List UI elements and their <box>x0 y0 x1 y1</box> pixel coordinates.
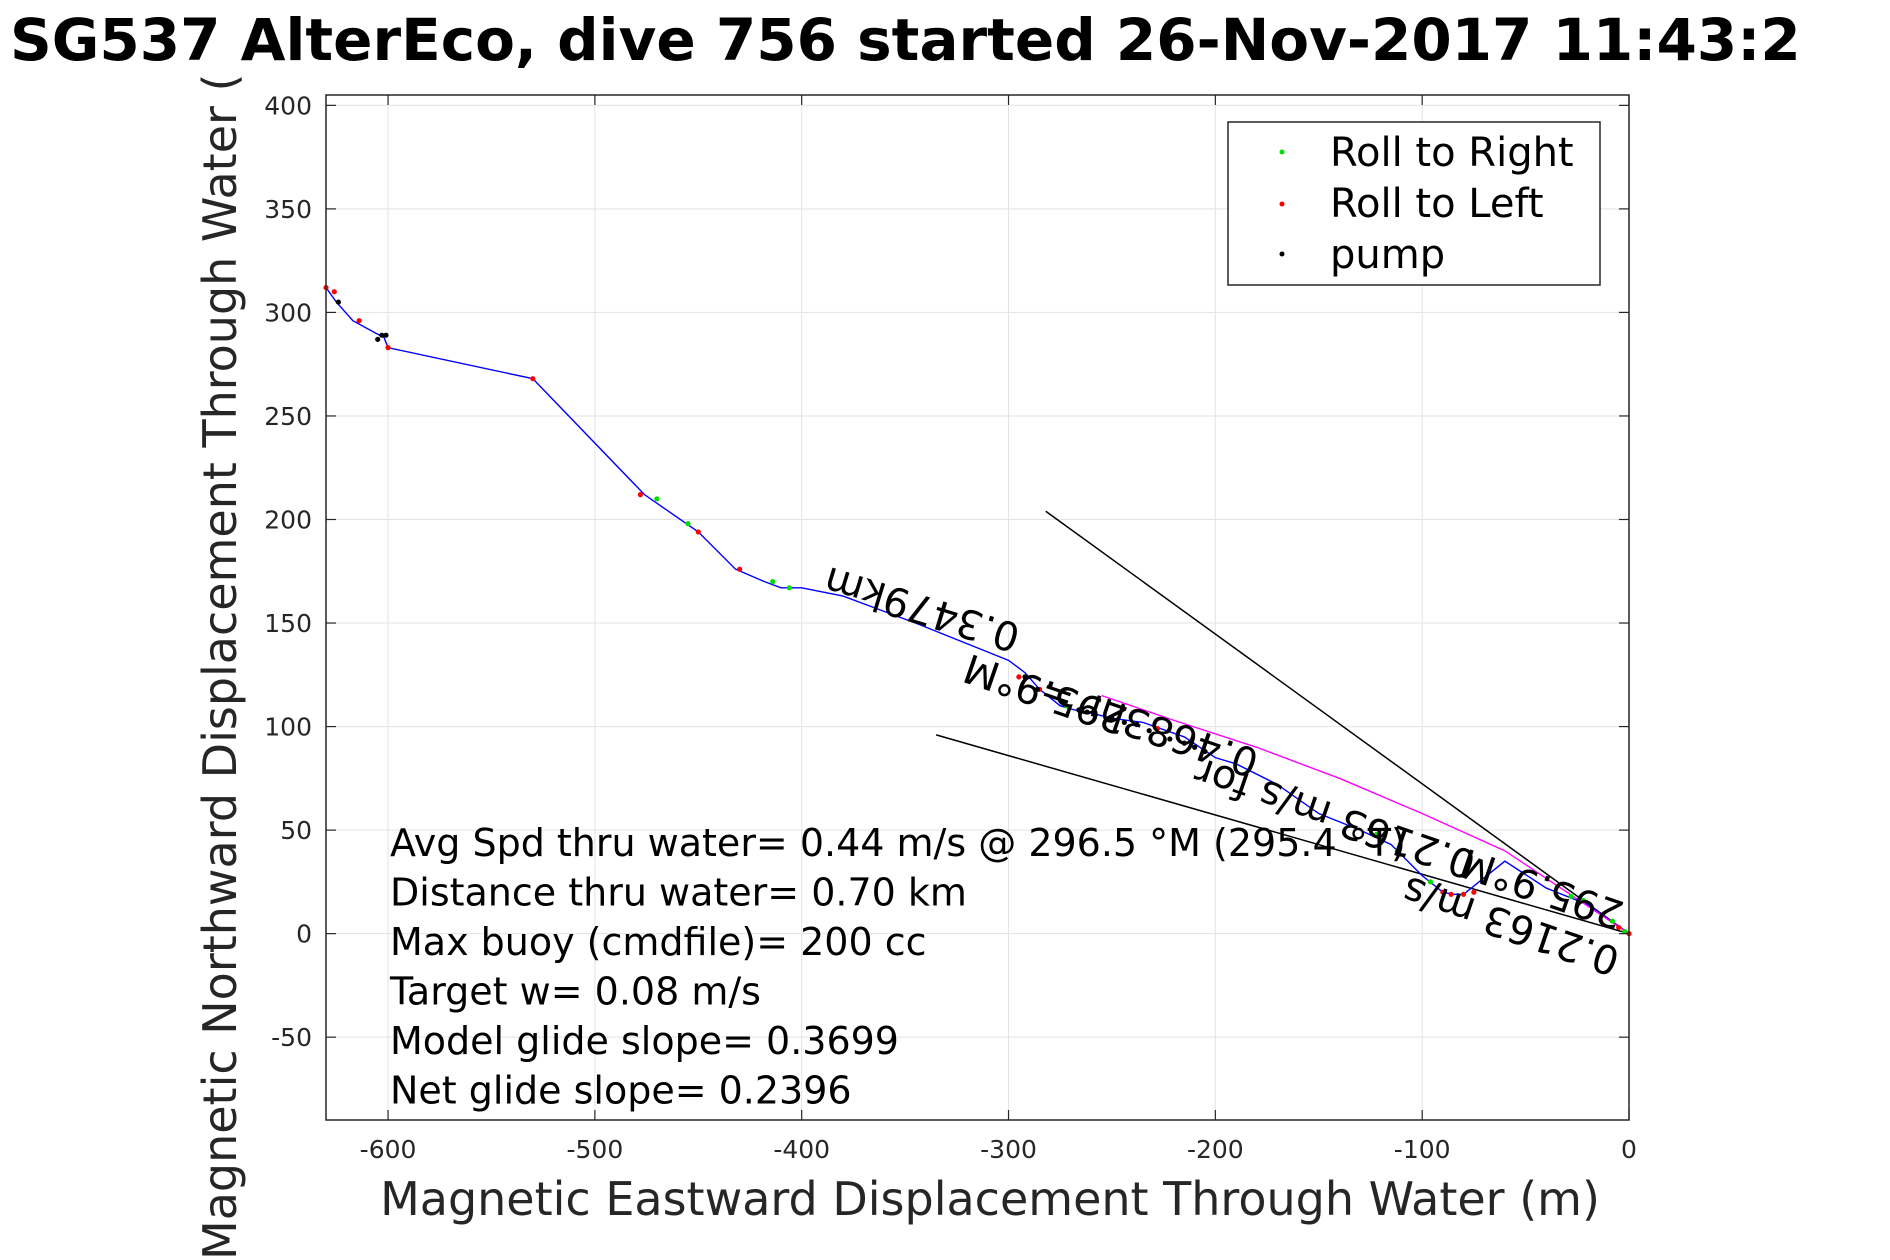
roll-left-marker <box>1440 889 1446 895</box>
legend-marker-roll-right <box>1279 149 1285 155</box>
pump-marker <box>383 332 389 338</box>
pump-marker <box>1167 736 1173 742</box>
roll-right-marker <box>1374 831 1380 837</box>
pump-marker <box>1192 744 1198 750</box>
stats-annotation-line: Distance thru water= 0.70 km <box>390 871 967 915</box>
y-tick-label: 350 <box>264 195 312 224</box>
pump-marker <box>1022 674 1028 680</box>
vector-label: 0.2163 m/s for <box>1188 748 1481 887</box>
roll-left-marker <box>1616 924 1622 931</box>
pump-marker <box>1181 740 1187 746</box>
roll-left-marker <box>1471 889 1477 895</box>
pump-marker <box>1084 709 1090 715</box>
roll-left-marker <box>695 529 701 535</box>
pump-marker <box>375 336 381 342</box>
pump-marker <box>379 332 385 338</box>
x-tick-label: -300 <box>980 1135 1037 1164</box>
y-tick-label: 150 <box>264 609 312 638</box>
roll-right-marker <box>1568 893 1574 899</box>
alt-track-line <box>1101 694 1630 935</box>
legend-box <box>1227 121 1601 286</box>
y-tick-label: 200 <box>264 505 312 534</box>
pump-marker <box>335 299 342 305</box>
roll-left-marker <box>1154 726 1161 732</box>
x-tick-label: -400 <box>773 1135 830 1164</box>
y-axis-label: Magnetic Northward Displacement Through … <box>193 74 247 1260</box>
y-tick-label: 100 <box>264 713 312 742</box>
axes-box <box>325 94 1630 1121</box>
y-tick-label: 400 <box>264 91 312 120</box>
y-tick-label: 250 <box>264 402 312 431</box>
reference-vector-line <box>935 734 1630 935</box>
legend-marker-roll-left <box>1279 201 1285 207</box>
roll-left-marker <box>1378 837 1384 844</box>
x-tick-label: -500 <box>566 1135 623 1164</box>
pump-marker <box>1146 728 1152 734</box>
pump-marker <box>1134 721 1140 728</box>
x-tick-label: -100 <box>1394 1135 1451 1164</box>
roll-left-marker <box>737 566 743 572</box>
y-axis-ticks: 400 350 300 250 200 150 100 50 0 -50 <box>264 91 1629 1052</box>
x-axis-ticks: -600 -500 -400 -300 -200 -100 0 <box>360 95 1637 1164</box>
roll-right-marker <box>1394 848 1400 854</box>
roll-left-marker <box>530 376 536 382</box>
legend: Roll to Right Roll to Left pump <box>1227 121 1601 286</box>
legend-label-pump: pump <box>1330 232 1445 278</box>
pump-marker <box>1076 707 1082 713</box>
pump-marker <box>1109 715 1115 721</box>
roll-left-marker <box>1016 674 1022 680</box>
roll-right-marker <box>1580 897 1587 904</box>
roll-right-marker <box>786 585 792 591</box>
roll-right-marker <box>1609 918 1616 924</box>
roll-left-marker <box>1448 891 1454 897</box>
stats-annotation-line: Max buoy (cmdfile)= 200 cc <box>390 920 927 964</box>
legend-label-roll-left: Roll to Left <box>1330 181 1544 227</box>
roll-left-marker <box>1460 891 1467 897</box>
roll-left-marker <box>637 492 643 498</box>
stats-annotations: Avg Spd thru water= 0.44 m/s @ 296.5 °M … <box>389 821 1406 1113</box>
roll-right-marker <box>1622 928 1628 935</box>
chart-title: SG537 AlterEco, dive 756 started 26-Nov-… <box>10 6 1801 74</box>
roll-right-marker <box>654 496 660 502</box>
x-tick-label: 0 <box>1621 1135 1637 1164</box>
y-tick-label: 50 <box>280 816 312 845</box>
vector-label: 0.3479km <box>819 557 1026 660</box>
pump-marker <box>1034 686 1041 692</box>
reference-vector-line <box>1045 510 1630 935</box>
stats-annotation-line: Target w= 0.08 m/s <box>389 970 761 1014</box>
pump-marker <box>1202 748 1208 755</box>
roll-right-marker <box>1063 703 1070 709</box>
roll-left-marker <box>356 318 362 324</box>
x-tick-label: -200 <box>1187 1135 1244 1164</box>
stats-annotation-line: Net glide slope= 0.2396 <box>390 1069 852 1113</box>
roll-right-marker <box>770 579 776 585</box>
roll-right-marker <box>1427 879 1434 885</box>
legend-marker-pump <box>1279 251 1285 257</box>
y-tick-label: 0 <box>296 920 312 949</box>
roll-left-marker <box>331 289 337 295</box>
y-tick-label: 300 <box>264 298 312 327</box>
y-tick-label: -50 <box>271 1023 312 1052</box>
legend-label-roll-right: Roll to Right <box>1330 130 1574 176</box>
roll-right-marker <box>685 521 691 527</box>
stats-annotation-line: Avg Spd thru water= 0.44 m/s @ 296.5 °M … <box>390 821 1406 865</box>
pump-marker <box>1121 719 1127 726</box>
stats-annotation-line: Model glide slope= 0.3699 <box>390 1019 899 1063</box>
x-axis-label: Magnetic Eastward Displacement Through W… <box>380 1172 1600 1226</box>
x-tick-label: -600 <box>360 1135 417 1164</box>
roll-left-marker <box>385 345 391 351</box>
dive-track-line <box>325 287 1630 935</box>
